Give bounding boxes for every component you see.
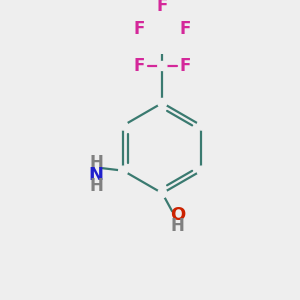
Circle shape (158, 98, 167, 107)
Text: F: F (180, 57, 191, 75)
Circle shape (158, 61, 167, 70)
Text: H: H (171, 217, 185, 235)
Text: F: F (134, 20, 145, 38)
Circle shape (197, 166, 206, 175)
Text: F: F (180, 20, 191, 38)
Text: H: H (89, 154, 103, 172)
Text: F: F (134, 57, 145, 75)
Text: N: N (88, 166, 104, 184)
Circle shape (119, 121, 128, 130)
Text: O: O (170, 206, 185, 224)
Text: H: H (89, 177, 103, 195)
Circle shape (158, 189, 167, 198)
Text: F: F (157, 0, 168, 15)
Circle shape (119, 166, 128, 175)
Circle shape (158, 25, 167, 34)
Circle shape (197, 121, 206, 130)
